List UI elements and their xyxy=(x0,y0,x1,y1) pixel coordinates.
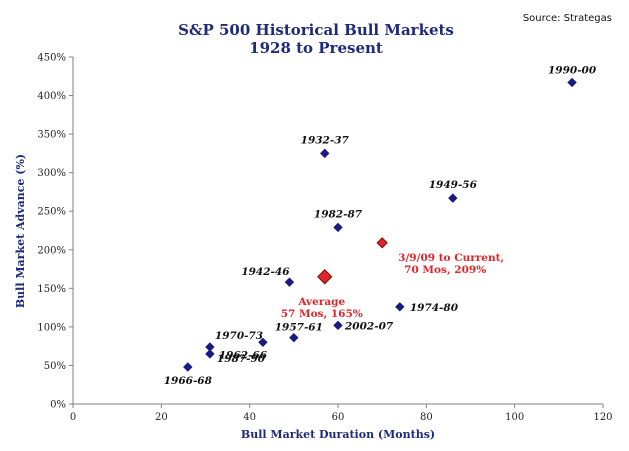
data-point-label: 1949-56 xyxy=(429,179,478,191)
data-point xyxy=(395,302,405,312)
y-tick-label: 450% xyxy=(37,53,66,64)
data-point-label: 1982-87 xyxy=(314,208,363,220)
axes: 0% 50% 100% 150% 200% 250% 300% 350% 400% 450% 0 20… xyxy=(37,53,612,424)
data-point xyxy=(448,193,458,203)
data-point xyxy=(183,362,193,372)
x-tick-label: 80 xyxy=(420,412,433,423)
data-point xyxy=(258,337,268,348)
y-tick-label: 150% xyxy=(37,284,66,295)
y-tick-label: 50% xyxy=(44,361,66,372)
y-tick-label: 300% xyxy=(37,168,66,179)
y-tick-label: 200% xyxy=(37,245,66,256)
data-point-label: 1942-46 xyxy=(241,266,290,278)
y-tick-label: 100% xyxy=(37,322,66,333)
y-tick-label: 400% xyxy=(37,91,66,102)
highlight-label-current: 70 Mos, 209% xyxy=(404,264,486,276)
x-tick-label: 0 xyxy=(70,412,76,423)
data-point xyxy=(333,320,343,331)
chart-subtitle: 1928 to Present xyxy=(249,39,383,57)
data-point-label: 1966-68 xyxy=(164,375,213,387)
data-point-label: 1987-90 xyxy=(217,353,266,365)
data-point-label: 1990-00 xyxy=(548,64,597,76)
data-point-label: 1932-37 xyxy=(301,134,350,146)
data-point xyxy=(320,148,330,159)
x-axis-title: Bull Market Duration (Months) xyxy=(241,428,435,441)
data-point-label: 1974-80 xyxy=(410,302,459,314)
highlight-label-average: Average xyxy=(297,296,345,308)
data-point xyxy=(567,77,577,88)
y-axis-title: Bull Market Advance (%) xyxy=(14,154,27,308)
highlight-label-current: 3/9/09 to Current, xyxy=(398,252,504,264)
highlight-label-average: 57 Mos, 165% xyxy=(281,308,363,320)
x-tick-label: 100 xyxy=(505,412,524,423)
y-tick-label: 0% xyxy=(50,400,66,411)
highlight-point-current xyxy=(376,237,388,249)
data-point xyxy=(333,222,343,233)
data-point-label: 1970-73 xyxy=(215,330,263,342)
data-point xyxy=(289,332,299,343)
data-point xyxy=(284,277,295,287)
y-tick-label: 250% xyxy=(37,207,66,218)
data-point-label: 1962-66 xyxy=(219,349,268,361)
highlight-point-average xyxy=(317,269,333,285)
x-tick-label: 40 xyxy=(243,412,256,423)
chart-title: S&P 500 Historical Bull Markets xyxy=(178,21,454,39)
data-point-label: 1957-61 xyxy=(275,322,323,334)
x-tick-label: 20 xyxy=(155,412,168,423)
y-tick-label: 350% xyxy=(37,130,66,141)
source-note: Source: Strategas xyxy=(523,13,612,24)
data-points: 1990-00 1932-37 1949-56 1982-87 1942-46 1974-… xyxy=(164,64,597,387)
data-point xyxy=(205,349,215,359)
x-tick-label: 120 xyxy=(593,412,612,423)
x-tick-label: 60 xyxy=(332,412,345,423)
data-point-label: 2002-07 xyxy=(344,320,394,332)
